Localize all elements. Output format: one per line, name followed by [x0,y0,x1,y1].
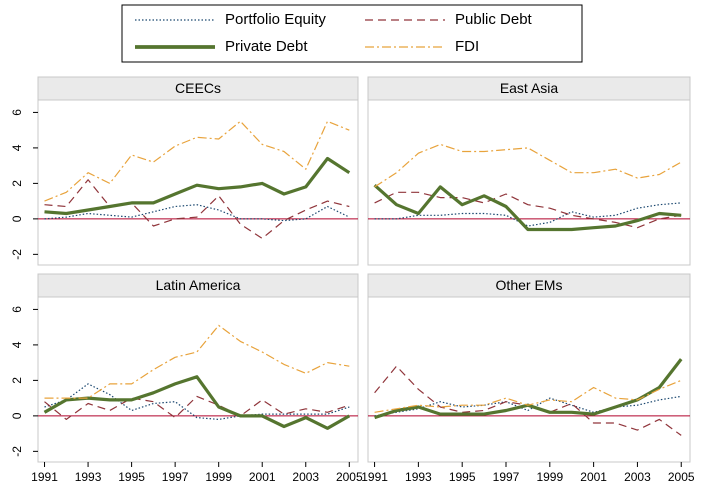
series-line [374,379,682,413]
series-line [374,395,682,417]
plot-area [37,99,359,266]
series-line [44,156,351,216]
legend-label: Portfolio Equity [225,11,326,28]
y-tick-label: 2 [10,180,24,187]
x-tick-label: 2005 [668,470,695,484]
x-tick-label: 1997 [493,470,520,484]
plot-area [367,99,691,266]
x-tick-label: 1995 [118,470,145,484]
series-line [44,120,350,202]
panel-title: Latin America [156,277,241,293]
series-line [44,204,350,222]
legend-box [121,4,583,63]
y-tick-label: 2 [10,377,24,384]
y-tick-label: -2 [10,249,24,260]
y-tick-label: 6 [10,306,24,313]
legend-label: FDI [455,38,479,55]
x-tick-label: 2001 [580,470,607,484]
x-tick-label: 2005 [336,470,363,484]
y-tick-label: 4 [10,144,24,151]
series-line [44,179,350,239]
series-line [44,395,350,420]
y-tick-label: 0 [10,412,24,419]
x-tick-label: 1991 [31,470,58,484]
series-line [373,184,682,232]
x-tick-label: 1999 [536,470,563,484]
x-tick-label: 2003 [292,470,319,484]
y-tick-label: 6 [10,109,24,116]
series-line [44,324,350,399]
panel-title: CEECs [175,80,221,96]
x-tick-label: 1997 [162,470,189,484]
panel-title: East Asia [500,80,559,96]
y-tick-label: 0 [10,215,24,222]
y-tick-label: -2 [10,446,24,457]
x-tick-label: 1991 [361,470,388,484]
x-tick-label: 2003 [624,470,651,484]
legend-label: Private Debt [225,38,308,55]
series-line [374,191,682,229]
panel-title: Other EMs [496,277,563,293]
series-line [374,202,682,227]
y-tick-label: 4 [10,341,24,348]
series-line [43,375,351,430]
series-line [374,143,682,188]
legend-label: Public Debt [455,11,533,28]
x-tick-label: 1995 [449,470,476,484]
plot-area [367,296,691,463]
x-tick-label: 1993 [75,470,102,484]
x-tick-label: 1999 [205,470,232,484]
x-tick-label: 2001 [249,470,276,484]
series-line [44,383,350,420]
x-tick-label: 1993 [405,470,432,484]
